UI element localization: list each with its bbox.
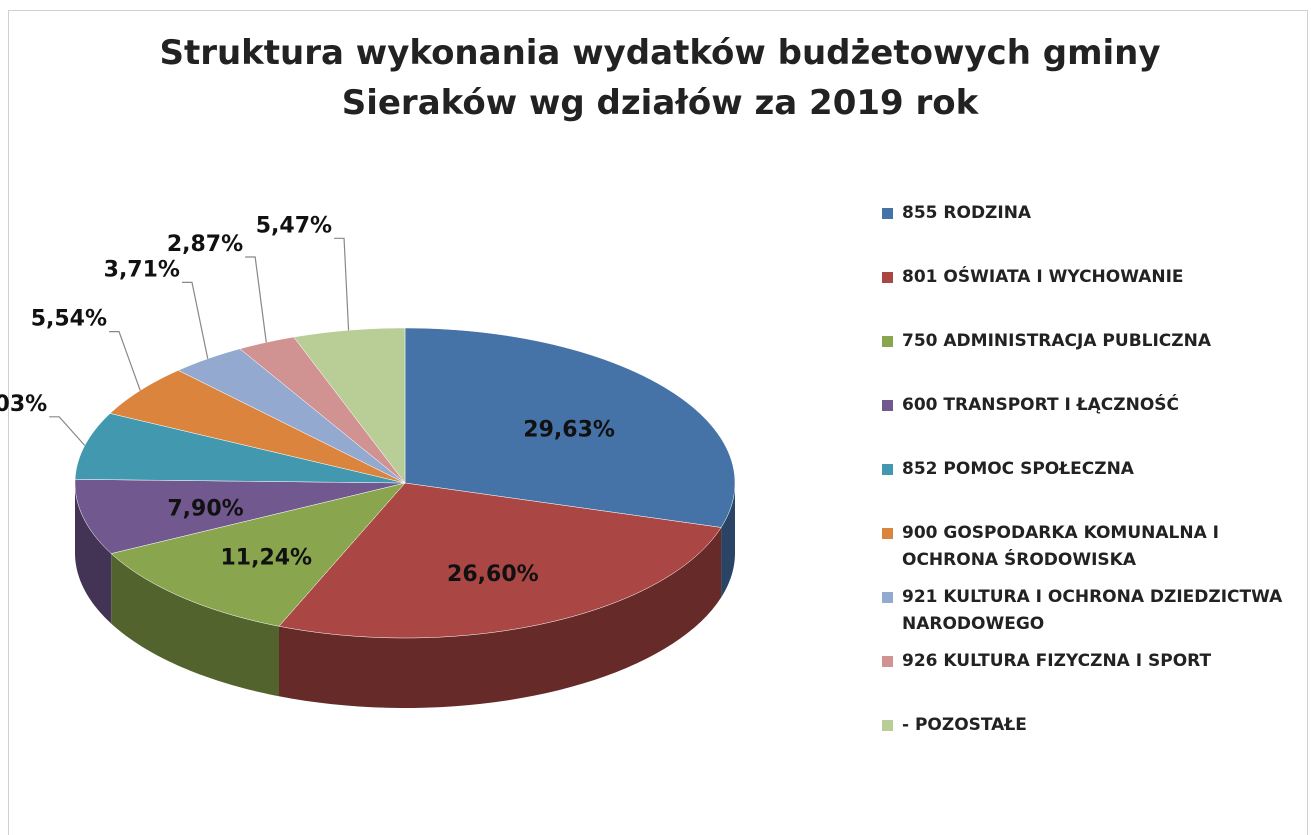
data-label: 5,54% — [31, 307, 107, 332]
legend-item: 801 OŚWIATA I WYCHOWANIE — [882, 264, 1292, 328]
chart-frame — [8, 10, 1308, 835]
data-label: 11,24% — [220, 546, 312, 571]
slice — [109, 370, 406, 484]
slice — [177, 348, 406, 484]
data-label: 3,71% — [104, 257, 180, 282]
data-label: 7,90% — [167, 496, 243, 521]
legend-swatch — [882, 528, 893, 539]
legend-item: 900 GOSPODARKA KOMUNALNA I OCHRONA ŚRODO… — [882, 520, 1292, 584]
legend-item: 855 RODZINA — [882, 200, 1292, 264]
leader-line — [245, 256, 267, 343]
slice — [110, 482, 406, 627]
leader-line — [49, 416, 86, 446]
legend-label: 900 GOSPODARKA KOMUNALNA I OCHRONA ŚRODO… — [902, 523, 1219, 570]
legend: 855 RODZINA 801 OŚWIATA I WYCHOWANIE 750 A… — [882, 200, 1302, 776]
legend-label: 855 RODZINA — [902, 203, 1032, 223]
leader-line — [334, 237, 350, 331]
legend-item: 750 ADMINISTRACJA PUBLICZNA — [882, 328, 1292, 392]
data-label: 2,87% — [167, 232, 243, 257]
legend-swatch — [882, 464, 893, 475]
slice-side — [721, 483, 735, 598]
legend-label: - POZOSTAŁE — [902, 715, 1027, 735]
legend-label: 600 TRANSPORT I ŁĄCZNOŚĆ — [902, 395, 1179, 415]
slice — [278, 482, 722, 639]
legend-item: - POZOSTAŁE — [882, 712, 1292, 776]
legend-label: 801 OŚWIATA I WYCHOWANIE — [902, 267, 1184, 287]
slice — [404, 327, 736, 528]
legend-swatch — [882, 720, 893, 731]
legend-label: 926 KULTURA FIZYCZNA I SPORT — [902, 651, 1212, 671]
slice-side — [111, 553, 279, 697]
legend-item: 921 KULTURA I OCHRONA DZIEDZICTWA NARODO… — [882, 584, 1292, 648]
legend-swatch — [882, 656, 893, 667]
legend-item: 852 POMOC SPOŁECZNA — [882, 456, 1292, 520]
data-label: 7,03% — [0, 392, 47, 417]
legend-swatch — [882, 400, 893, 411]
legend-swatch — [882, 336, 893, 347]
data-label: 29,63% — [523, 418, 615, 443]
slice-side — [278, 527, 722, 708]
leader-line — [109, 331, 141, 391]
data-label: 26,60% — [447, 562, 539, 587]
legend-item: 600 TRANSPORT I ŁĄCZNOŚĆ — [882, 392, 1292, 456]
slice — [74, 479, 406, 554]
chart-title: Struktura wykonania wydatków budżetowych… — [159, 33, 1161, 123]
legend-label: 750 ADMINISTRACJA PUBLICZNA — [902, 331, 1211, 351]
legend-swatch — [882, 592, 893, 603]
data-label: 5,47% — [256, 213, 332, 238]
legend-swatch — [882, 272, 893, 283]
legend-swatch — [882, 208, 893, 219]
leader-line — [181, 281, 209, 359]
legend-label: 921 KULTURA I OCHRONA DZIEDZICTWA NARODO… — [902, 587, 1283, 634]
legend-item: 926 KULTURA FIZYCZNA I SPORT — [882, 648, 1292, 712]
slice-side — [75, 483, 112, 624]
legend-label: 852 POMOC SPOŁECZNA — [902, 459, 1134, 479]
